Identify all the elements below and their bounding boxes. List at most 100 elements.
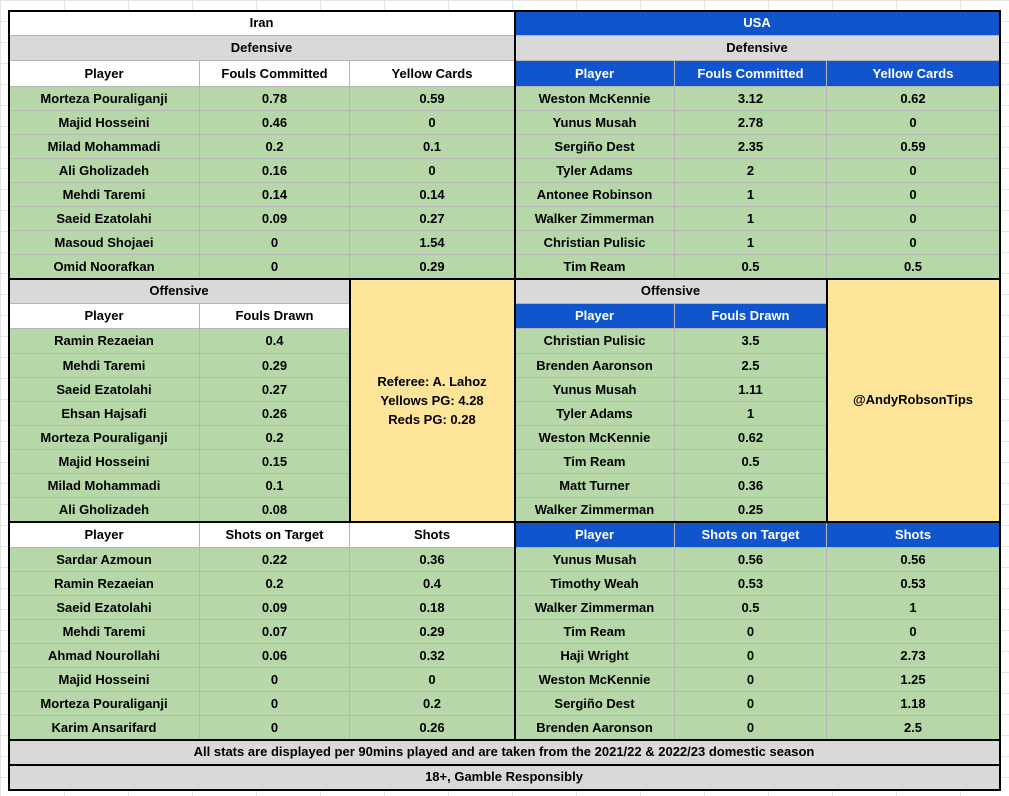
stat-cell[interactable]: 2.78 (675, 111, 827, 135)
stat-cell[interactable]: 1.54 (350, 231, 515, 255)
stat-cell[interactable]: 0.5 (675, 450, 827, 474)
player-name-cell[interactable]: Christian Pulisic (515, 231, 675, 255)
stat-cell[interactable]: 0.56 (827, 548, 1000, 572)
stat-cell[interactable]: 0 (350, 668, 515, 692)
stat-cell[interactable]: 0.36 (675, 474, 827, 498)
stat-cell[interactable]: 2 (675, 159, 827, 183)
player-name-cell[interactable]: Brenden Aaronson (515, 354, 675, 378)
player-name-cell[interactable]: Sergiño Dest (515, 692, 675, 716)
stat-cell[interactable]: 0.16 (200, 159, 350, 183)
player-name-cell[interactable]: Yunus Musah (515, 378, 675, 402)
player-name-cell[interactable]: Omid Noorafkan (9, 255, 200, 279)
stat-cell[interactable]: 1 (675, 183, 827, 207)
player-name-cell[interactable]: Mehdi Taremi (9, 354, 200, 378)
stat-cell[interactable]: 0 (675, 644, 827, 668)
stat-cell[interactable]: 0.59 (350, 87, 515, 111)
stat-cell[interactable]: 0 (675, 620, 827, 644)
player-name-cell[interactable]: Tim Ream (515, 620, 675, 644)
player-name-cell[interactable]: Ali Gholizadeh (9, 159, 200, 183)
stat-cell[interactable]: 0 (350, 159, 515, 183)
stat-cell[interactable]: 0 (827, 231, 1000, 255)
stat-cell[interactable]: 0.53 (675, 572, 827, 596)
player-name-cell[interactable]: Tyler Adams (515, 402, 675, 426)
stat-cell[interactable]: 1 (675, 207, 827, 231)
stat-cell[interactable]: 0.5 (675, 255, 827, 279)
stat-cell[interactable]: 0.25 (675, 498, 827, 522)
stat-cell[interactable]: 0.46 (200, 111, 350, 135)
player-name-cell[interactable]: Ali Gholizadeh (9, 498, 200, 522)
stat-cell[interactable]: 0.09 (200, 596, 350, 620)
stat-cell[interactable]: 0.2 (200, 135, 350, 159)
stat-cell[interactable]: 0 (827, 159, 1000, 183)
player-name-cell[interactable]: Majid Hosseini (9, 111, 200, 135)
stat-cell[interactable]: 0 (675, 716, 827, 740)
player-name-cell[interactable]: Morteza Pouraliganji (9, 692, 200, 716)
stat-cell[interactable]: 0.29 (200, 354, 350, 378)
player-name-cell[interactable]: Antonee Robinson (515, 183, 675, 207)
stat-cell[interactable]: 1.25 (827, 668, 1000, 692)
stat-cell[interactable]: 2.35 (675, 135, 827, 159)
stat-cell[interactable]: 0.15 (200, 450, 350, 474)
stat-cell[interactable]: 0.26 (350, 716, 515, 740)
player-name-cell[interactable]: Weston McKennie (515, 426, 675, 450)
stat-cell[interactable]: 0.36 (350, 548, 515, 572)
player-name-cell[interactable]: Tim Ream (515, 255, 675, 279)
stat-cell[interactable]: 3.5 (675, 329, 827, 354)
stat-cell[interactable]: 0.32 (350, 644, 515, 668)
player-name-cell[interactable]: Weston McKennie (515, 668, 675, 692)
stat-cell[interactable]: 0.18 (350, 596, 515, 620)
player-name-cell[interactable]: Yunus Musah (515, 111, 675, 135)
stat-cell[interactable]: 0.22 (200, 548, 350, 572)
player-name-cell[interactable]: Yunus Musah (515, 548, 675, 572)
stat-cell[interactable]: 1.11 (675, 378, 827, 402)
player-name-cell[interactable]: Majid Hosseini (9, 668, 200, 692)
stat-cell[interactable]: 0.62 (675, 426, 827, 450)
stat-cell[interactable]: 0.2 (200, 572, 350, 596)
stat-cell[interactable]: 0.2 (200, 426, 350, 450)
stat-cell[interactable]: 0.09 (200, 207, 350, 231)
stat-cell[interactable]: 0.4 (350, 572, 515, 596)
player-name-cell[interactable]: Ramin Rezaeian (9, 572, 200, 596)
stat-cell[interactable]: 1 (675, 402, 827, 426)
player-name-cell[interactable]: Matt Turner (515, 474, 675, 498)
stat-cell[interactable]: 0.06 (200, 644, 350, 668)
player-name-cell[interactable]: Morteza Pouraliganji (9, 426, 200, 450)
player-name-cell[interactable]: Saeid Ezatolahi (9, 596, 200, 620)
player-name-cell[interactable]: Saeid Ezatolahi (9, 207, 200, 231)
stat-cell[interactable]: 0.27 (350, 207, 515, 231)
player-name-cell[interactable]: Weston McKennie (515, 87, 675, 111)
stat-cell[interactable]: 2.5 (675, 354, 827, 378)
player-name-cell[interactable]: Majid Hosseini (9, 450, 200, 474)
stat-cell[interactable]: 0.53 (827, 572, 1000, 596)
player-name-cell[interactable]: Karim Ansarifard (9, 716, 200, 740)
stat-cell[interactable]: 0 (200, 668, 350, 692)
stat-cell[interactable]: 0.56 (675, 548, 827, 572)
stat-cell[interactable]: 0 (827, 620, 1000, 644)
stat-cell[interactable]: 1 (827, 596, 1000, 620)
stat-cell[interactable]: 0.1 (350, 135, 515, 159)
stat-cell[interactable]: 1.18 (827, 692, 1000, 716)
stat-cell[interactable]: 0.29 (350, 620, 515, 644)
stat-cell[interactable]: 2.73 (827, 644, 1000, 668)
stat-cell[interactable]: 1 (675, 231, 827, 255)
stat-cell[interactable]: 0 (350, 111, 515, 135)
player-name-cell[interactable]: Tyler Adams (515, 159, 675, 183)
player-name-cell[interactable]: Walker Zimmerman (515, 596, 675, 620)
player-name-cell[interactable]: Morteza Pouraliganji (9, 87, 200, 111)
stat-cell[interactable]: 0.14 (200, 183, 350, 207)
stat-cell[interactable]: 0 (827, 183, 1000, 207)
player-name-cell[interactable]: Ehsan Hajsafi (9, 402, 200, 426)
player-name-cell[interactable]: Timothy Weah (515, 572, 675, 596)
stat-cell[interactable]: 0.4 (200, 329, 350, 354)
stat-cell[interactable]: 0.29 (350, 255, 515, 279)
stat-cell[interactable]: 0 (200, 255, 350, 279)
stat-cell[interactable]: 0.5 (675, 596, 827, 620)
stat-cell[interactable]: 0.62 (827, 87, 1000, 111)
player-name-cell[interactable]: Sergiño Dest (515, 135, 675, 159)
stat-cell[interactable]: 0 (675, 692, 827, 716)
stat-cell[interactable]: 0 (200, 231, 350, 255)
player-name-cell[interactable]: Ahmad Nourollahi (9, 644, 200, 668)
stat-cell[interactable]: 3.12 (675, 87, 827, 111)
player-name-cell[interactable]: Haji Wright (515, 644, 675, 668)
stat-cell[interactable]: 2.5 (827, 716, 1000, 740)
